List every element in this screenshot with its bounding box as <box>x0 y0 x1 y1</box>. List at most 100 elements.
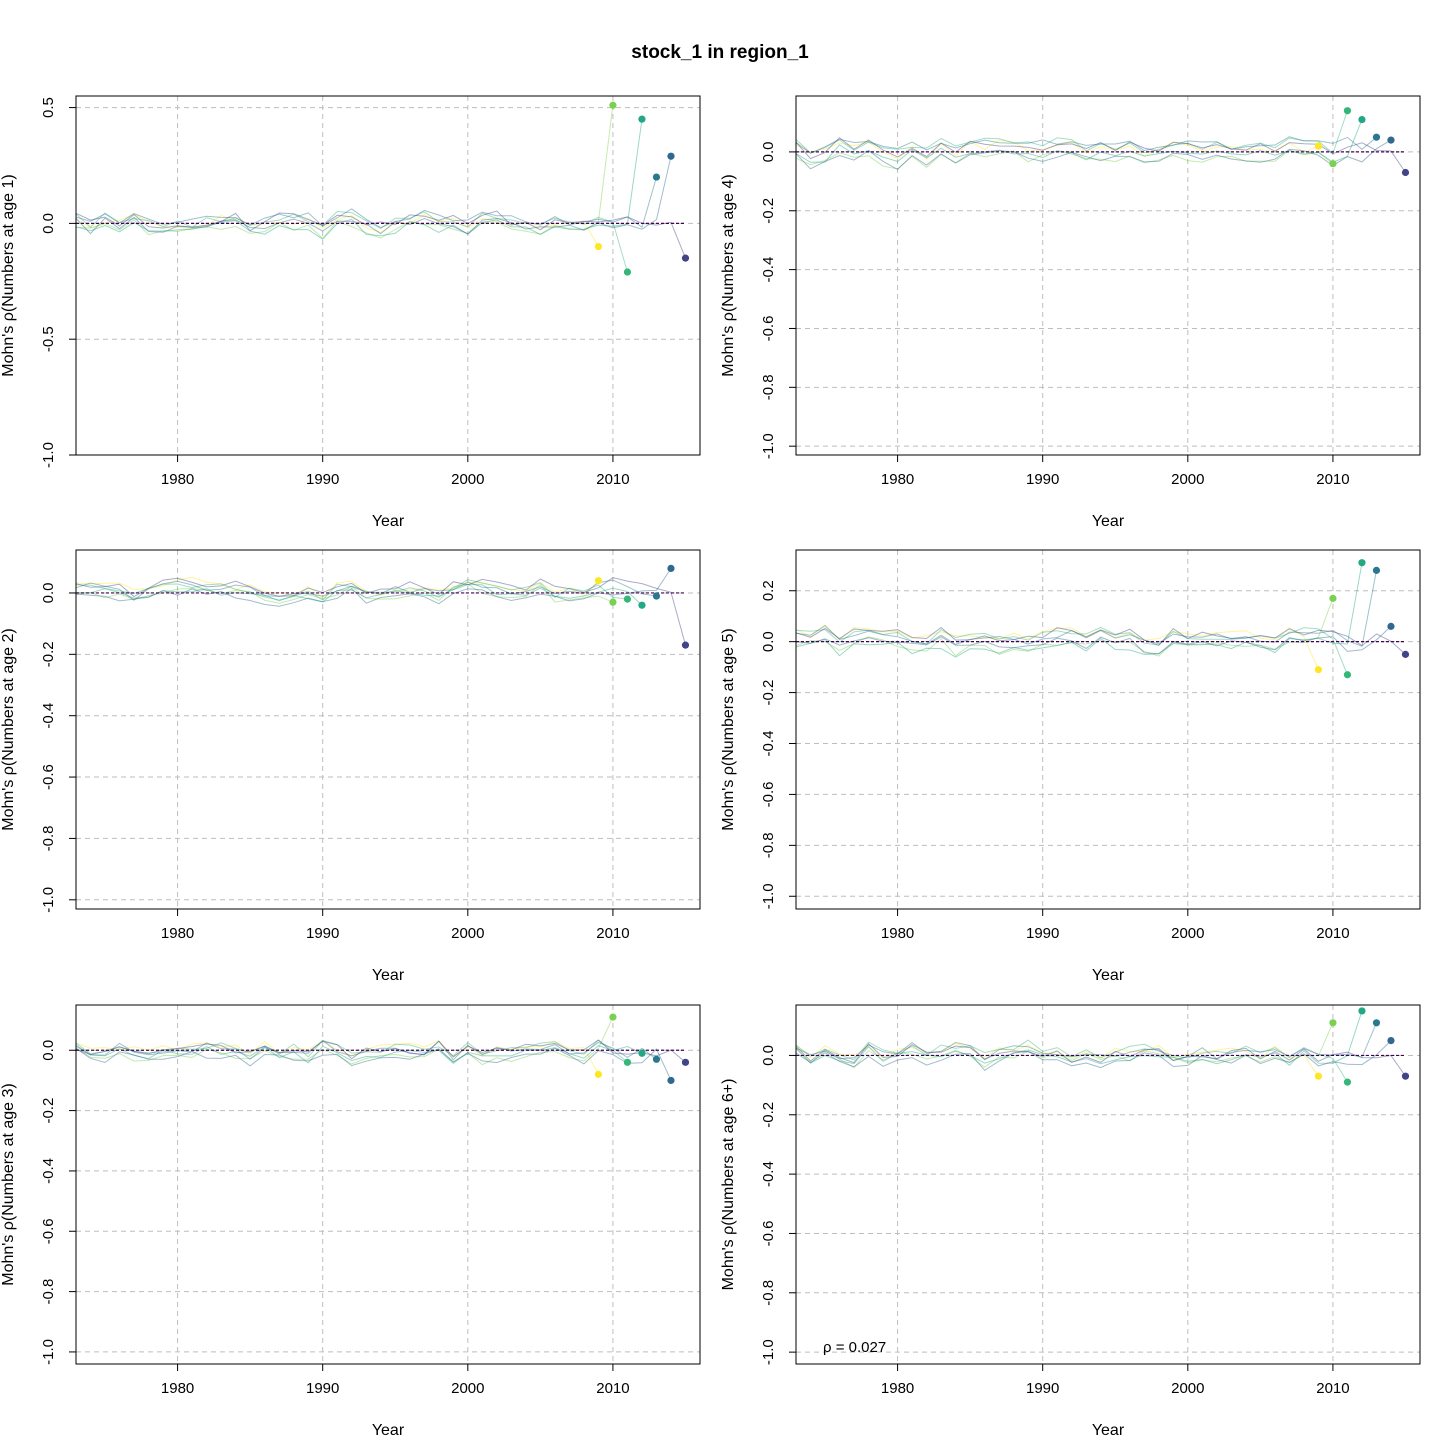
terminal-point <box>594 577 603 585</box>
terminal-point <box>1387 622 1395 630</box>
peel-line <box>795 1022 1377 1062</box>
terminal-point <box>594 242 603 251</box>
y-tick-label: 0.0 <box>40 213 57 234</box>
panels: 1980 1990 2000 2010 -1.0 -0.5 0.0 0.5 Year Mohn's… <box>0 95 1421 1439</box>
peel-line <box>795 624 1319 670</box>
y-tick-label: -0.6 <box>760 316 777 342</box>
peel-line <box>75 568 672 607</box>
terminal-point <box>609 1013 617 1021</box>
peel-line <box>75 1016 614 1066</box>
peel-line <box>795 1042 1319 1077</box>
x-tick-label: 2000 <box>451 471 484 488</box>
peel-line <box>795 110 1348 155</box>
peel-line <box>75 119 643 240</box>
terminal-point <box>623 1058 632 1066</box>
peel-line <box>795 1043 1406 1077</box>
peel-line <box>75 583 643 606</box>
plot-frame <box>795 95 1421 456</box>
terminal-point <box>1314 666 1323 674</box>
peel-line <box>75 579 628 601</box>
x-tick-label: 2000 <box>451 925 484 942</box>
terminal-point <box>1401 1072 1410 1080</box>
x-tick-label: 2000 <box>1171 1380 1204 1397</box>
terminal-point <box>652 1055 661 1063</box>
y-tick-label: -1.0 <box>40 442 57 468</box>
terminal-point <box>681 641 690 649</box>
x-tick-label: 2010 <box>596 925 629 942</box>
terminal-point <box>1343 671 1352 679</box>
plot-frame <box>75 95 701 456</box>
panel-5: 1980 1990 2000 2010 -1.0 -0.8 -0.6 -0.4 -0.2 0.0 Y… <box>0 1004 701 1439</box>
y-tick-label: 0.0 <box>760 631 777 652</box>
terminal-point <box>1314 142 1323 150</box>
y-tick-label: -0.6 <box>40 764 57 790</box>
plot-frame <box>75 549 701 910</box>
terminal-point <box>1387 136 1395 144</box>
plot-frame <box>795 549 1421 910</box>
x-tick-label: 2000 <box>1171 471 1204 488</box>
peel-line <box>795 136 1377 154</box>
x-tick-label: 2010 <box>596 471 629 488</box>
y-tick-label: -0.8 <box>40 825 57 851</box>
y-tick-label: -0.6 <box>760 1221 777 1247</box>
peel-line <box>75 210 686 259</box>
terminal-point <box>652 173 661 181</box>
y-tick-label: -0.4 <box>40 1158 57 1184</box>
x-tick-label: 1980 <box>881 925 914 942</box>
peel-line <box>75 1039 657 1061</box>
x-axis-label: Year <box>1092 967 1125 984</box>
y-tick-label: -0.4 <box>760 257 777 283</box>
x-axis-label: Year <box>1092 513 1125 530</box>
y-tick-label: 0.0 <box>40 1040 57 1061</box>
peel-line <box>795 137 1406 173</box>
x-tick-label: 2010 <box>1316 925 1349 942</box>
y-tick-label: 0.5 <box>40 97 57 118</box>
y-axis-label: Mohn's ρ(Numbers at age 5) <box>720 628 737 830</box>
y-tick-label: -0.2 <box>760 680 777 706</box>
x-tick-label: 2000 <box>451 1380 484 1397</box>
y-tick-label: -0.8 <box>760 1280 777 1306</box>
peel-line <box>75 579 657 601</box>
y-tick-label: -0.8 <box>760 374 777 400</box>
y-tick-label: -0.2 <box>40 641 57 667</box>
terminal-point <box>623 595 632 603</box>
x-tick-label: 1990 <box>306 1380 339 1397</box>
peel-line <box>795 626 1348 675</box>
x-axis-label: Year <box>1092 1422 1125 1439</box>
x-tick-label: 1980 <box>161 925 194 942</box>
x-axis-label: Year <box>372 513 405 530</box>
terminal-point <box>609 101 617 109</box>
y-axis-label: Mohn's ρ(Numbers at age 3) <box>0 1083 17 1285</box>
terminal-point <box>1329 1019 1337 1027</box>
x-axis-label: Year <box>372 1422 405 1439</box>
x-tick-label: 1980 <box>161 471 194 488</box>
peel-line <box>75 583 614 604</box>
plot-frame <box>75 1004 701 1365</box>
panel-6: 1980 1990 2000 2010 -1.0 -0.8 -0.6 -0.4 -0.2 0.0 Y… <box>720 1004 1421 1439</box>
y-tick-label: -0.5 <box>40 326 57 352</box>
terminal-point <box>667 152 675 160</box>
y-tick-label: -0.8 <box>760 832 777 858</box>
terminal-point <box>1358 1007 1366 1015</box>
x-tick-label: 1980 <box>881 471 914 488</box>
y-axis-label: Mohn's ρ(Numbers at age 4) <box>720 174 737 376</box>
x-tick-label: 2010 <box>596 1380 629 1397</box>
terminal-point <box>638 601 646 609</box>
terminal-point <box>681 254 690 262</box>
peel-line <box>795 598 1334 657</box>
terminal-point <box>1343 107 1352 115</box>
x-tick-label: 1990 <box>1026 1380 1059 1397</box>
terminal-point <box>638 115 646 123</box>
terminal-point <box>1343 1078 1352 1086</box>
x-tick-label: 1990 <box>306 925 339 942</box>
peel-line <box>75 576 599 599</box>
peel-line <box>795 1039 1348 1083</box>
panel-1: 1980 1990 2000 2010 -1.0 -0.5 0.0 0.5 Year Mohn's… <box>0 95 701 530</box>
main-title: stock_1 in region_1 <box>631 42 809 63</box>
terminal-point <box>681 1058 690 1066</box>
y-tick-label: -1.0 <box>760 1339 777 1365</box>
x-tick-label: 1980 <box>881 1380 914 1397</box>
y-axis-label: Mohn's ρ(Numbers at age 6+) <box>720 1079 737 1291</box>
